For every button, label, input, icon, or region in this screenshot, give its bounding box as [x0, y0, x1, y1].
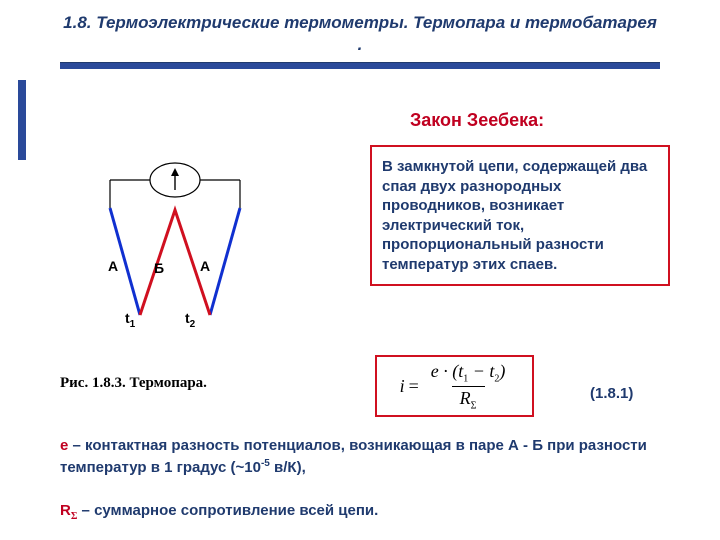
figure-caption: Рис. 1.8.3. Термопара. — [60, 375, 207, 392]
den-sub: Σ — [471, 400, 477, 411]
formula-denominator: RΣ — [452, 386, 485, 412]
formula-lhs: i — [400, 376, 405, 397]
law-title: Закон Зеебека: — [410, 110, 544, 131]
num-mid: − t — [468, 361, 494, 381]
e-text: – контактная разность потенциалов, возни… — [60, 437, 647, 476]
definition-r: RΣ – суммарное сопротивление всей цепи. — [60, 500, 660, 525]
section-title: 1.8. Термоэлектрические термометры. Терм… — [60, 12, 660, 56]
t1-sub: 1 — [130, 319, 136, 330]
equation-number: (1.8.1) — [590, 385, 633, 402]
r-symbol: RΣ — [60, 502, 77, 519]
diagram-label-a-right: А — [200, 258, 210, 274]
title-underline — [60, 62, 660, 69]
definition-e: е – контактная разность потенциалов, воз… — [60, 435, 660, 479]
diagram-label-a-left: А — [108, 258, 118, 274]
formula-box: i = e · (t1 − t2) RΣ — [375, 355, 534, 417]
t2-sub: 2 — [190, 319, 196, 330]
r-letter: R — [60, 502, 71, 519]
law-statement-box: В замкнутой цепи, содержащей два спая дв… — [370, 145, 670, 286]
num-lead: e · (t — [431, 361, 463, 381]
r-text: – суммарное сопротивление всей цепи. — [77, 502, 378, 519]
diagram-label-t2: t2 — [185, 310, 195, 330]
num-tail: ) — [499, 361, 505, 381]
formula-eq: = — [409, 376, 419, 397]
e-tail: в/К), — [270, 459, 306, 476]
diagram-label-b: Б — [154, 260, 164, 276]
e-exp: -5 — [261, 458, 270, 469]
thermocouple-diagram — [90, 150, 260, 350]
formula-fraction: e · (t1 − t2) RΣ — [427, 361, 510, 411]
den-lead: R — [460, 388, 471, 408]
formula-numerator: e · (t1 − t2) — [427, 361, 510, 386]
side-accent-rail — [18, 80, 26, 160]
diagram-label-t1: t1 — [125, 310, 135, 330]
